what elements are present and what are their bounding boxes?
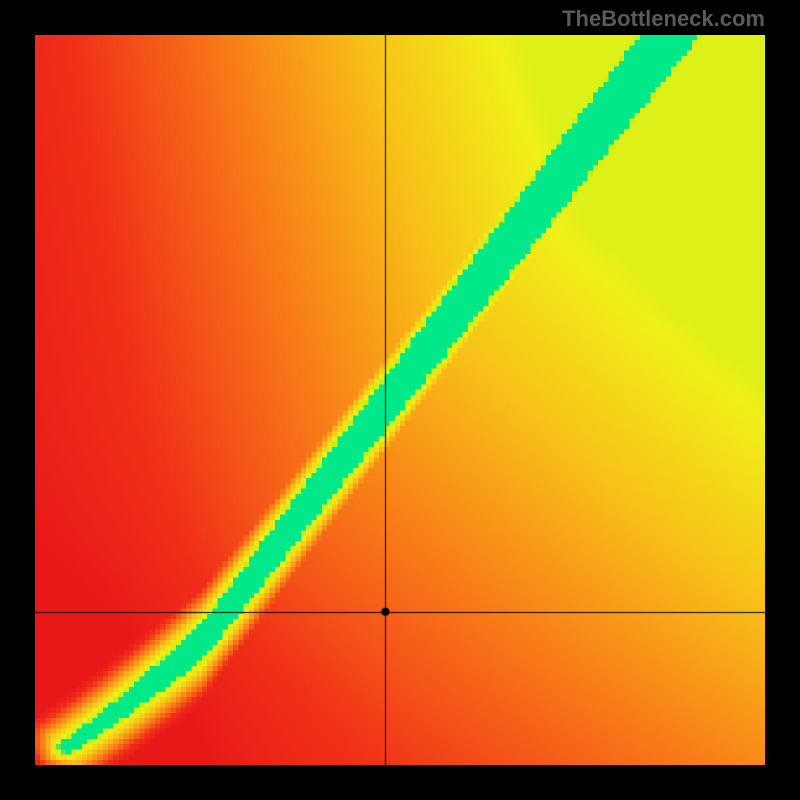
watermark-text: TheBottleneck.com <box>562 6 765 32</box>
crosshair-overlay <box>35 35 765 765</box>
